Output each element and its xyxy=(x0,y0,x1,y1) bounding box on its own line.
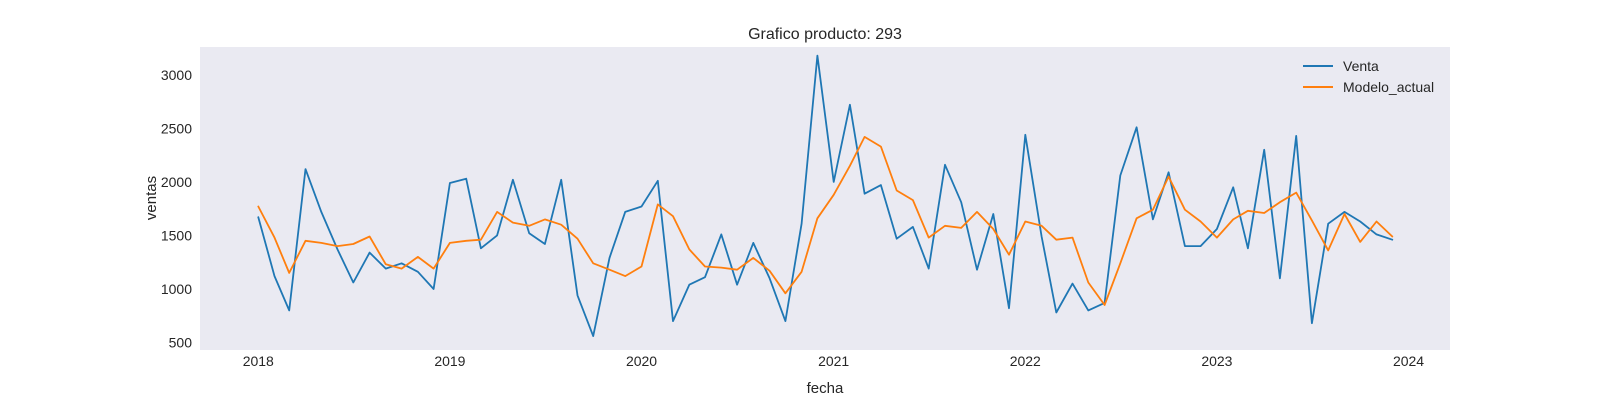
y-axis-label: ventas xyxy=(143,176,160,220)
y-tick-label: 1000 xyxy=(161,281,192,297)
series-line-modelo-actual xyxy=(257,135,1394,306)
legend-label: Venta xyxy=(1343,58,1379,74)
legend: Venta Modelo_actual xyxy=(1303,58,1434,95)
y-tick-label: 500 xyxy=(169,335,193,351)
x-tick-label: 2020 xyxy=(626,353,657,369)
plot-area xyxy=(200,47,1450,350)
x-tick-label: 2022 xyxy=(1010,353,1041,369)
x-tick-label: 2023 xyxy=(1201,353,1232,369)
x-axis-label: fecha xyxy=(807,380,844,397)
x-axis-ticks: 2018 2019 2020 2021 2022 2023 2024 xyxy=(243,353,1425,369)
y-tick-label: 2000 xyxy=(161,174,192,190)
x-tick-label: 2018 xyxy=(243,353,274,369)
x-tick-label: 2021 xyxy=(818,353,849,369)
x-tick-label: 2024 xyxy=(1393,353,1424,369)
y-axis-ticks: 500 1000 1500 2000 2500 3000 xyxy=(161,67,192,351)
y-tick-label: 1500 xyxy=(161,227,192,243)
y-tick-label: 3000 xyxy=(161,67,192,83)
x-tick-label: 2019 xyxy=(434,353,465,369)
series-line-venta xyxy=(257,54,1394,338)
chart-title: Grafico producto: 293 xyxy=(748,26,902,43)
legend-label: Modelo_actual xyxy=(1343,79,1434,95)
series-lines xyxy=(257,54,1394,338)
y-tick-label: 2500 xyxy=(161,120,192,136)
